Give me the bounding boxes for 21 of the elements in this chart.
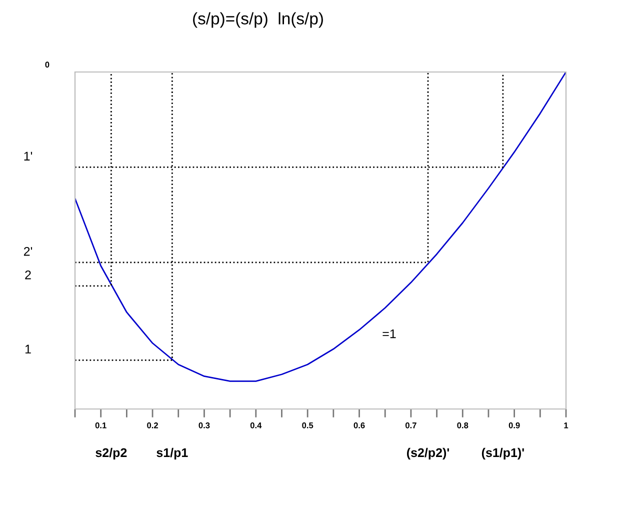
x-tick-label: 0.7	[405, 422, 416, 428]
x-tick-label: 0.6	[354, 422, 365, 428]
text: (s2/p2)'	[406, 448, 449, 460]
text: s1/p1	[156, 448, 188, 460]
x-tick-label: 0.9	[508, 422, 520, 428]
x-tick-label: 0.8	[457, 422, 468, 428]
text: 2	[25, 270, 31, 280]
text: 2'	[24, 246, 32, 256]
text: 1'	[24, 152, 32, 160]
x-tick-label: 0.3	[198, 422, 210, 428]
x-tick-label: 1	[564, 422, 568, 428]
chart-title: (s/p)=(s/p) ln(s/p)	[193, 12, 323, 28]
text: (s1/p1)'	[482, 448, 524, 460]
annotation: =1	[382, 329, 396, 338]
text: s2/p2	[96, 448, 127, 460]
x-tick-label: 0.2	[147, 422, 158, 428]
text: 0	[45, 62, 50, 68]
x-tick-label: 0.4	[250, 422, 262, 428]
x-tick-label: 0.1	[95, 422, 106, 428]
x-tick-label: 0.5	[302, 422, 314, 428]
text: 1	[25, 344, 31, 354]
